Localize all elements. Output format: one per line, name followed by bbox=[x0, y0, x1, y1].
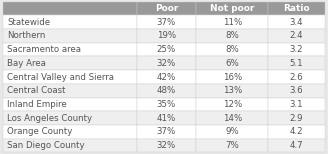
Text: 8%: 8% bbox=[225, 31, 239, 40]
Bar bbox=[137, 2, 196, 15]
Bar bbox=[3, 98, 137, 111]
Text: 2.6: 2.6 bbox=[290, 73, 303, 81]
Bar bbox=[269, 43, 325, 56]
Bar bbox=[269, 111, 325, 125]
Bar bbox=[3, 29, 137, 43]
Bar bbox=[137, 111, 196, 125]
Bar bbox=[137, 43, 196, 56]
Text: 32%: 32% bbox=[157, 59, 176, 68]
Bar bbox=[196, 84, 269, 98]
Bar bbox=[269, 2, 325, 15]
Bar bbox=[3, 15, 137, 29]
Bar bbox=[196, 125, 269, 139]
Text: 3.4: 3.4 bbox=[290, 18, 303, 27]
Bar bbox=[196, 111, 269, 125]
Text: Sacramento area: Sacramento area bbox=[7, 45, 81, 54]
Text: Los Angeles County: Los Angeles County bbox=[7, 114, 92, 123]
Bar bbox=[3, 2, 137, 15]
Bar bbox=[3, 111, 137, 125]
Text: 3.6: 3.6 bbox=[290, 86, 303, 95]
Text: 37%: 37% bbox=[157, 127, 176, 136]
Text: 16%: 16% bbox=[223, 73, 242, 81]
Text: 4.2: 4.2 bbox=[290, 127, 303, 136]
Bar bbox=[137, 84, 196, 98]
Text: 41%: 41% bbox=[157, 114, 176, 123]
Bar bbox=[269, 98, 325, 111]
Bar bbox=[269, 125, 325, 139]
Text: 14%: 14% bbox=[223, 114, 242, 123]
Bar bbox=[269, 15, 325, 29]
Text: Inland Empire: Inland Empire bbox=[7, 100, 67, 109]
Bar bbox=[137, 56, 196, 70]
Text: 3.1: 3.1 bbox=[290, 100, 303, 109]
Text: 48%: 48% bbox=[157, 86, 176, 95]
Text: 37%: 37% bbox=[157, 18, 176, 27]
Text: Statewide: Statewide bbox=[7, 18, 50, 27]
Bar bbox=[196, 2, 269, 15]
Bar bbox=[269, 84, 325, 98]
Bar bbox=[3, 139, 137, 152]
Bar bbox=[137, 15, 196, 29]
Text: 3.2: 3.2 bbox=[290, 45, 303, 54]
Bar bbox=[3, 84, 137, 98]
Text: 11%: 11% bbox=[223, 18, 242, 27]
Text: San Diego County: San Diego County bbox=[7, 141, 85, 150]
Bar bbox=[196, 15, 269, 29]
Bar bbox=[3, 125, 137, 139]
Text: 42%: 42% bbox=[157, 73, 176, 81]
Text: Bay Area: Bay Area bbox=[7, 59, 46, 68]
Text: Central Valley and Sierra: Central Valley and Sierra bbox=[7, 73, 114, 81]
Text: 9%: 9% bbox=[225, 127, 239, 136]
Bar bbox=[269, 139, 325, 152]
Bar bbox=[137, 125, 196, 139]
Text: 5.1: 5.1 bbox=[290, 59, 303, 68]
Bar bbox=[269, 70, 325, 84]
Text: 25%: 25% bbox=[157, 45, 176, 54]
Text: 2.9: 2.9 bbox=[290, 114, 303, 123]
Bar bbox=[269, 29, 325, 43]
Text: Poor: Poor bbox=[155, 4, 178, 13]
Text: 35%: 35% bbox=[157, 100, 176, 109]
Text: Central Coast: Central Coast bbox=[7, 86, 66, 95]
Text: Orange County: Orange County bbox=[7, 127, 72, 136]
Bar bbox=[137, 98, 196, 111]
Bar bbox=[196, 139, 269, 152]
Text: 12%: 12% bbox=[223, 100, 242, 109]
Bar bbox=[196, 43, 269, 56]
Bar bbox=[137, 70, 196, 84]
Bar bbox=[196, 70, 269, 84]
Text: Not poor: Not poor bbox=[210, 4, 255, 13]
Bar bbox=[137, 29, 196, 43]
Bar bbox=[269, 56, 325, 70]
Text: 6%: 6% bbox=[225, 59, 239, 68]
Text: 19%: 19% bbox=[157, 31, 176, 40]
Bar bbox=[196, 29, 269, 43]
Text: 4.7: 4.7 bbox=[290, 141, 303, 150]
Text: Northern: Northern bbox=[7, 31, 46, 40]
Bar bbox=[196, 56, 269, 70]
Text: Ratio: Ratio bbox=[283, 4, 310, 13]
Text: 32%: 32% bbox=[157, 141, 176, 150]
Bar bbox=[3, 43, 137, 56]
Text: 7%: 7% bbox=[225, 141, 239, 150]
Bar bbox=[196, 98, 269, 111]
Text: 2.4: 2.4 bbox=[290, 31, 303, 40]
Text: 8%: 8% bbox=[225, 45, 239, 54]
Text: 13%: 13% bbox=[223, 86, 242, 95]
Bar bbox=[137, 139, 196, 152]
Bar bbox=[3, 70, 137, 84]
Bar bbox=[3, 56, 137, 70]
